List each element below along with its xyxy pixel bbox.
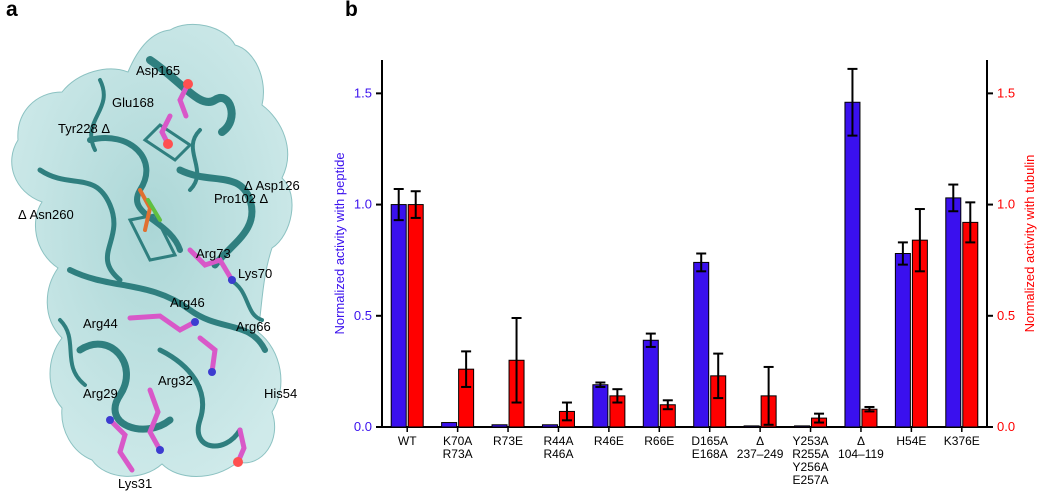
- label-tyr228: Tyr228 Δ: [58, 121, 110, 136]
- bar-peptide: [945, 197, 962, 428]
- bar-peptide: [794, 425, 811, 428]
- x-tick-label: R73E: [493, 434, 523, 448]
- x-tick-label: 237–249: [737, 447, 784, 461]
- label-asp126: Δ Asp126: [244, 178, 300, 193]
- x-tick-label: D165A: [691, 434, 728, 448]
- label-glu168: Glu168: [112, 95, 154, 110]
- left-y-axis-title: Normalized activity with peptide: [332, 152, 347, 334]
- x-tick-label: R46E: [594, 434, 624, 448]
- x-tick-label: Y256A: [793, 460, 829, 474]
- x-tick-label: H54E: [896, 434, 926, 448]
- x-tick-label: R73A: [443, 447, 473, 461]
- side-chain-sticks: [106, 79, 247, 473]
- x-tick-label: R255A: [792, 447, 829, 461]
- panel-b-letter: b: [345, 0, 358, 21]
- x-tick-label: R66E: [644, 434, 674, 448]
- bar-peptide: [541, 424, 558, 428]
- protein-structure-image: Asp165 Glu168 Tyr228 Δ Δ Asp126 Pro102 Δ…: [11, 23, 300, 491]
- left-y-tick-label: 1.5: [354, 85, 372, 100]
- label-arg44: Arg44: [83, 316, 118, 331]
- label-lys70: Lys70: [238, 266, 272, 281]
- label-arg32: Arg32: [158, 373, 193, 388]
- bar-peptide: [592, 384, 609, 428]
- label-asn260: Δ Asn260: [18, 207, 74, 222]
- label-his54: His54: [264, 386, 297, 401]
- bar-peptide: [693, 261, 710, 428]
- left-y-tick-label: 0.5: [354, 308, 372, 323]
- bar-peptide: [390, 204, 407, 428]
- bar-peptide: [894, 253, 911, 428]
- label-lys31: Lys31: [118, 476, 152, 491]
- right-y-tick-label: 1.0: [997, 197, 1015, 212]
- x-tick-label: R44A: [543, 434, 573, 448]
- label-arg73: Arg73: [196, 246, 231, 261]
- label-arg46: Arg46: [170, 295, 205, 310]
- bar-peptide: [642, 339, 659, 428]
- protein-surface: [11, 23, 293, 477]
- label-pro102: Pro102 Δ: [214, 191, 269, 206]
- bar-peptide: [491, 424, 508, 428]
- label-arg29: Arg29: [83, 386, 118, 401]
- right-y-tick-label: 0.0: [997, 419, 1015, 434]
- bar-tubulin: [962, 221, 979, 428]
- x-tick-label: 104–119: [838, 447, 884, 461]
- label-arg66: Arg66: [236, 319, 271, 334]
- x-tick-label: WT: [398, 434, 417, 448]
- right-y-tick-label: 0.5: [997, 308, 1015, 323]
- x-tick-label: Δ: [756, 434, 764, 448]
- x-tick-label: Y253A: [793, 434, 829, 448]
- x-tick-label: E168A: [692, 447, 728, 461]
- bar-tubulin: [407, 204, 424, 428]
- x-tick-label: R46A: [543, 447, 573, 461]
- bar-peptide: [844, 101, 861, 428]
- left-y-tick-label: 1.0: [354, 197, 372, 212]
- x-tick-label: Δ: [857, 434, 865, 448]
- panel-a-letter: a: [6, 0, 18, 21]
- bar-peptide: [743, 425, 760, 428]
- right-y-axis-title: Normalized activity with tubulin: [1022, 155, 1037, 333]
- x-tick-label: K70A: [443, 434, 472, 448]
- left-y-tick-label: 0.0: [354, 419, 372, 434]
- label-asp165: Asp165: [136, 63, 180, 78]
- right-y-tick-label: 1.5: [997, 85, 1015, 100]
- x-tick-label: K376E: [944, 434, 980, 448]
- x-tick-label: E257A: [793, 473, 829, 487]
- bar-peptide: [441, 422, 458, 428]
